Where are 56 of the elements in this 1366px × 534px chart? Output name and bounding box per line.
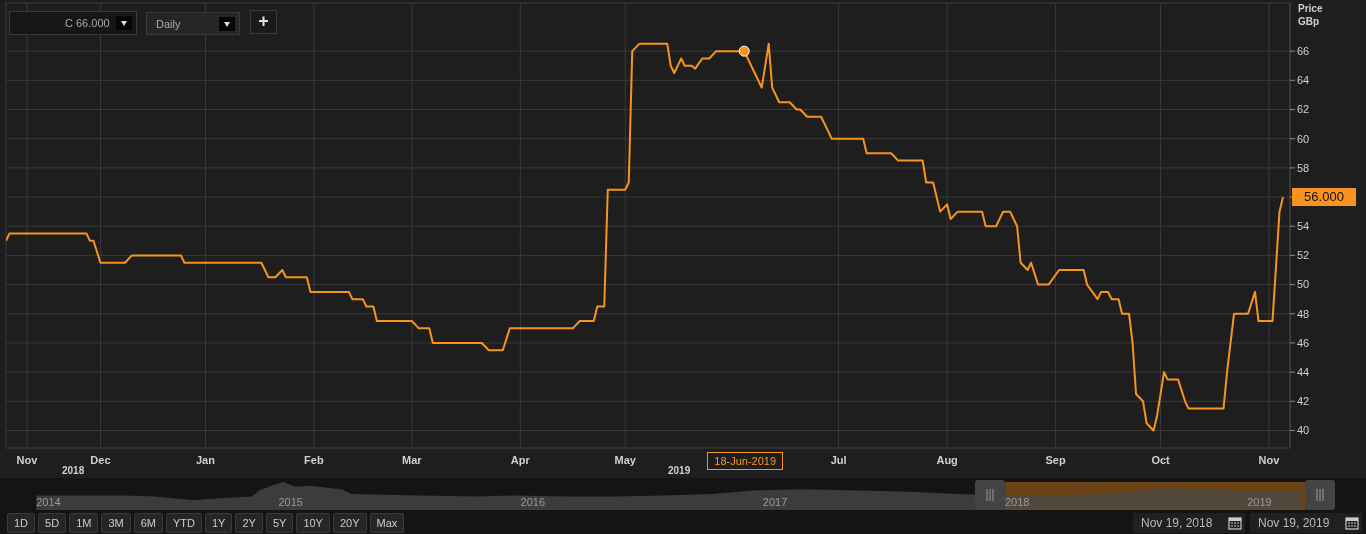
x-tick-label: 2017 [762,495,788,508]
y-tick-label: 62 [1297,103,1310,116]
plus-button: + [250,10,277,34]
range-button: 1Y [204,513,233,533]
y-tick-label: 60 [1297,132,1310,145]
text: 2019 [668,465,691,476]
x-tick-label: 2016 [520,495,546,508]
x-tick-label: May [614,453,637,466]
x-tick-label: Nov [1258,453,1281,466]
y-tick-label: 40 [1297,424,1310,437]
range-button: 1M [69,513,99,533]
y-tick-label: 58 [1297,161,1310,174]
x-tick-label: Oct [1151,453,1171,466]
x-tick-label: 2019 [1247,495,1272,508]
date-field: Nov 19, 2018 [1133,513,1245,533]
x-tick-label: Feb [304,453,324,466]
text: 56.000 [1292,188,1356,207]
y-tick-label: 66 [1297,45,1310,58]
range-button: 5D [38,513,67,533]
x-tick-label: Sep [1045,453,1066,466]
x-tick-label: Mar [402,453,423,466]
y-tick-label: 52 [1297,249,1310,262]
line-series [6,42,1284,432]
annotation: C 66.000 [65,17,110,29]
range-button: 20Y [332,513,367,533]
y-tick-label: 64 [1297,74,1310,87]
range-button: 6M [133,513,163,533]
dropdown-field: Daily [146,12,240,35]
range-button: 1D [7,513,36,533]
y-tick-label: 46 [1297,336,1310,349]
text: 2018 [62,465,85,476]
x-tick-label: Apr [510,453,531,466]
x-tick-label: Aug [936,453,958,466]
x-tick-label: 2014 [36,495,61,508]
range-button: Max [369,513,405,533]
range-button: 3M [101,513,131,533]
y-tick-label: 44 [1297,366,1310,379]
range-button: 5Y [265,513,294,533]
text: 18-Jun-2019 [707,452,784,470]
range-button: YTD [165,513,202,533]
x-tick-label: 2015 [278,495,303,508]
x-tick-label: Nov [16,453,39,466]
y-tick-label: 42 [1297,395,1310,408]
dropdown-field: C 66.000 [9,11,137,35]
y-tick-label: 54 [1297,220,1310,233]
x-tick-label: Dec [90,453,111,466]
date-field: Nov 19, 2019 [1250,513,1362,533]
annotation: Daily [156,17,181,30]
x-tick-label: Jul [830,453,847,466]
x-tick-label: 2018 [1004,495,1030,508]
y-tick-label: 48 [1297,307,1310,320]
range-button: 2Y [235,513,263,533]
x-tick-label: Jan [195,453,216,466]
y-tick-label: 50 [1297,278,1310,291]
y-axis-title: Price GBp [1298,2,1324,28]
range-button: 10Y [296,513,330,533]
